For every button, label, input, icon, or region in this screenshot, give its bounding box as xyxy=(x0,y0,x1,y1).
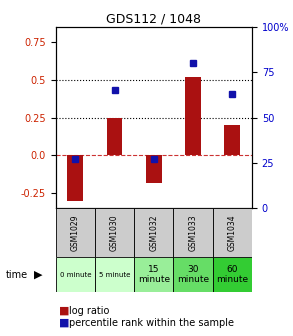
Bar xyxy=(107,118,122,155)
Text: 60
minute: 60 minute xyxy=(216,265,248,284)
Text: 0 minute: 0 minute xyxy=(59,272,91,278)
Text: log ratio: log ratio xyxy=(69,306,109,316)
Bar xyxy=(213,257,252,292)
Bar xyxy=(224,125,240,155)
Text: 15
minute: 15 minute xyxy=(138,265,170,284)
Text: time: time xyxy=(6,269,28,280)
Bar xyxy=(67,155,83,201)
Text: 30
minute: 30 minute xyxy=(177,265,209,284)
Text: ■: ■ xyxy=(59,318,69,328)
Bar xyxy=(134,208,173,257)
Bar xyxy=(95,208,134,257)
Bar xyxy=(95,257,134,292)
Bar xyxy=(56,257,95,292)
Text: ■: ■ xyxy=(59,306,69,316)
Text: GSM1029: GSM1029 xyxy=(71,214,80,251)
Text: GSM1033: GSM1033 xyxy=(189,214,197,251)
Title: GDS112 / 1048: GDS112 / 1048 xyxy=(106,13,201,26)
Text: percentile rank within the sample: percentile rank within the sample xyxy=(69,318,234,328)
Bar xyxy=(185,77,201,155)
Bar xyxy=(134,257,173,292)
Text: ▶: ▶ xyxy=(34,269,42,280)
Bar xyxy=(213,208,252,257)
Bar xyxy=(56,208,95,257)
Bar xyxy=(173,257,213,292)
Text: 5 minute: 5 minute xyxy=(99,272,130,278)
Text: GSM1032: GSM1032 xyxy=(149,214,158,251)
Text: GSM1034: GSM1034 xyxy=(228,214,237,251)
Bar xyxy=(146,155,162,183)
Text: GSM1030: GSM1030 xyxy=(110,214,119,251)
Bar xyxy=(173,208,213,257)
